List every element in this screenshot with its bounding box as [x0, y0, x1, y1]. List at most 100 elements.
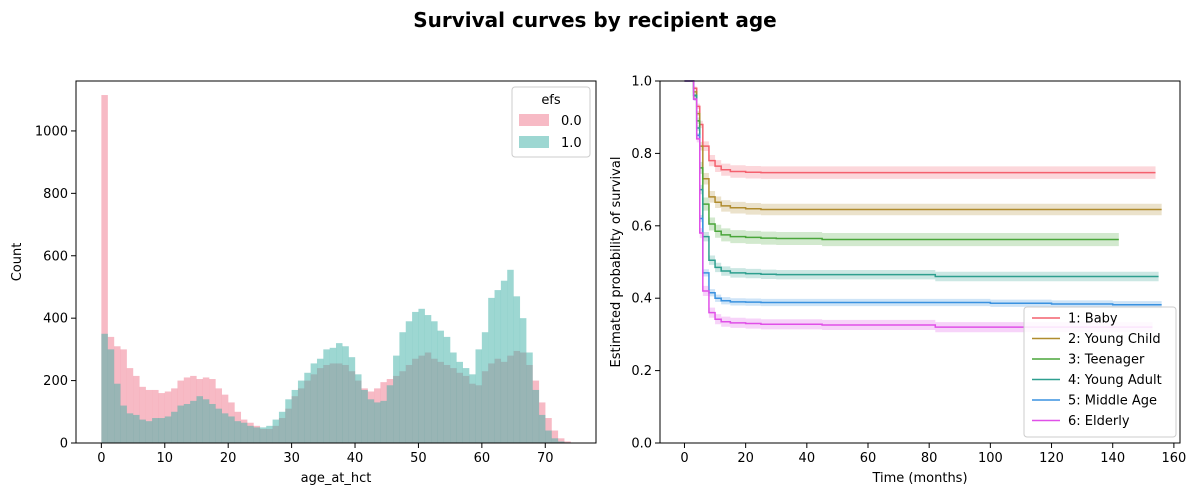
histogram-bar: [101, 95, 108, 443]
histogram-bar: [462, 368, 470, 443]
histogram-bar: [120, 405, 127, 443]
histogram-bar: [488, 297, 495, 443]
histogram-bar: [412, 311, 419, 443]
histogram-x-axis-label: age_at_hct: [301, 471, 372, 486]
histogram-bar: [557, 441, 565, 443]
histogram-bar: [152, 389, 159, 443]
histogram-bar: [399, 332, 406, 443]
survival-legend-box: [1023, 306, 1177, 438]
x-tick-label: 40: [799, 451, 816, 466]
survival-x-axis-label: Time (months): [871, 471, 967, 486]
histogram-bar: [297, 380, 305, 443]
histogram-bar: [545, 418, 552, 443]
histogram-bar: [126, 368, 134, 443]
legend-label: 6: Elderly: [1068, 414, 1130, 429]
survival-axes-frame: [659, 80, 1181, 444]
histogram-bar: [101, 333, 108, 443]
survival-y-ticks: 0.0 0.2 0.4 0.6 0.8 1.0: [631, 75, 660, 452]
y-tick-label: 1.0: [631, 75, 652, 90]
histogram-bar: [316, 358, 324, 443]
x-tick-label: 100: [978, 451, 1003, 466]
histogram-bar: [272, 419, 280, 443]
histogram-bar: [209, 403, 216, 443]
histogram-legend: efs 0.0 1.0: [511, 86, 591, 158]
histogram-bar: [240, 422, 248, 443]
histogram-bar: [386, 385, 394, 443]
legend-label-0.0: 0.0: [561, 114, 582, 129]
histogram-bar: [342, 346, 349, 443]
histogram-bar: [177, 405, 184, 443]
y-tick-label: 400: [43, 312, 68, 327]
histogram-bar: [202, 399, 210, 443]
y-tick-label: 800: [43, 187, 68, 202]
x-tick-label: 120: [1039, 451, 1064, 466]
series-ci-band: [684, 81, 1159, 282]
histogram-bar: [291, 389, 299, 443]
histogram-bar: [126, 413, 134, 443]
histogram-bar: [221, 413, 229, 443]
histogram-bar: [532, 389, 540, 443]
series-ci-band: [684, 81, 1162, 216]
legend-label: 1: Baby: [1068, 312, 1118, 327]
histogram-bar: [152, 418, 159, 443]
histogram-bar: [443, 336, 451, 443]
histogram-bar: [437, 330, 444, 443]
x-tick-label: 70: [537, 451, 554, 466]
x-tick-label: 80: [921, 451, 938, 466]
histogram-bar: [158, 418, 165, 443]
survival-y-axis-label: Estimated probability of survival: [609, 157, 624, 368]
histogram-bar: [190, 400, 197, 443]
y-tick-label: 0.4: [631, 292, 652, 307]
series-ci-band: [684, 81, 1119, 247]
histogram-bar: [266, 425, 273, 443]
histogram-bar: [424, 315, 432, 443]
histogram-panel: 0 10 20 30 40 50 60 70 0 200 400 600 800 1000 age_at…: [10, 80, 597, 486]
x-tick-label: 10: [157, 451, 174, 466]
histogram-bar: [551, 430, 559, 443]
y-tick-label: 600: [43, 249, 68, 264]
legend-label: 5: Middle Age: [1068, 394, 1157, 409]
histogram-bar: [418, 308, 425, 443]
histogram-bar: [367, 399, 375, 443]
x-tick-label: 0: [680, 451, 688, 466]
histogram-bar: [133, 375, 140, 443]
y-tick-label: 0.0: [631, 437, 652, 452]
x-tick-label: 40: [347, 451, 364, 466]
histogram-bar: [120, 349, 127, 443]
histogram-bar: [310, 363, 318, 443]
histogram-bar: [114, 383, 121, 443]
histogram-bar: [164, 416, 172, 443]
y-tick-label: 0: [60, 437, 68, 452]
series-ci-band: [684, 81, 1156, 179]
x-tick-label: 140: [1100, 451, 1125, 466]
legend-label: 3: Teenager: [1068, 353, 1145, 368]
histogram-bar: [278, 411, 286, 443]
figure-title: Survival curves by recipient age: [413, 8, 777, 32]
x-tick-label: 0: [97, 451, 105, 466]
x-tick-label: 30: [283, 451, 300, 466]
survival-x-ticks: 0 20 40 60 80 100 120 140 160: [680, 443, 1186, 466]
histogram-bar: [196, 396, 203, 443]
histogram-bar: [145, 421, 153, 443]
histogram-bar: [183, 403, 191, 443]
legend-label: 4: Young Adult: [1068, 373, 1162, 388]
histogram-bar: [500, 280, 508, 443]
histogram-bar: [564, 441, 571, 443]
histogram-bar: [323, 349, 330, 443]
histogram-bar: [405, 321, 413, 443]
histogram-axes-frame: [75, 80, 597, 444]
histogram-bar: [285, 399, 292, 443]
y-tick-label: 200: [43, 374, 68, 389]
series-line: [684, 80, 1119, 241]
histogram-y-ticks: 0 200 400 600 800 1000: [35, 124, 76, 452]
histogram-bar: [519, 318, 527, 443]
histogram-bar: [361, 389, 368, 443]
histogram-bar: [380, 400, 387, 443]
series-1.0-bars: [101, 269, 571, 443]
histogram-bar: [374, 402, 381, 443]
histogram-bar: [393, 355, 400, 443]
histogram-bar: [133, 414, 140, 443]
histogram-bar: [431, 321, 438, 443]
histogram-bar: [450, 352, 457, 443]
